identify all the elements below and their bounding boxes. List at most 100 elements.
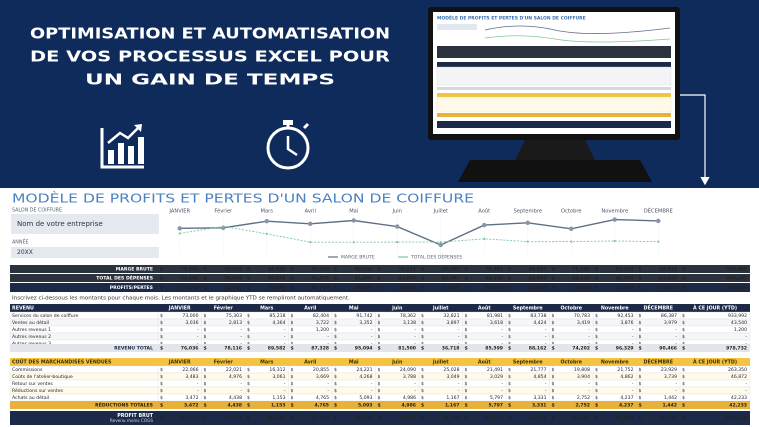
- currency-sign: $: [160, 367, 163, 373]
- cell-value: (6,508): [441, 285, 460, 291]
- total-row: [10, 401, 750, 409]
- currency-sign: $: [204, 327, 207, 333]
- cell-value: 41,805: [355, 276, 373, 282]
- currency-sign: $: [465, 346, 468, 352]
- currency-sign: $: [291, 285, 294, 291]
- row-label: Coûts de l'atelier-boutique: [12, 373, 73, 380]
- currency-sign: $: [595, 327, 598, 333]
- currency-sign: $: [204, 416, 207, 422]
- cell-value: 3,722: [316, 320, 329, 326]
- currency-sign: $: [247, 381, 250, 387]
- monitor-row: [437, 93, 671, 97]
- currency-sign: $: [421, 276, 424, 282]
- cell-value: -: [414, 389, 416, 394]
- currency-sign: $: [421, 403, 424, 409]
- series-marker: [612, 217, 617, 222]
- series-marker: [439, 240, 442, 244]
- currency-sign: $: [639, 367, 642, 373]
- currency-sign: $: [465, 395, 468, 401]
- company-input[interactable]: [11, 214, 159, 234]
- currency-sign: $: [291, 374, 294, 380]
- currency-sign: $: [378, 367, 381, 373]
- cell-value: 82,563: [311, 416, 329, 422]
- chart-month-label: Février: [214, 208, 233, 215]
- currency-sign: $: [334, 346, 337, 352]
- currency-sign: $: [204, 267, 207, 273]
- currency-sign: $: [378, 416, 381, 422]
- currency-sign: $: [508, 374, 511, 380]
- column-header: Juin: [391, 360, 403, 366]
- currency-sign: $: [334, 403, 337, 409]
- currency-sign: $: [247, 276, 250, 282]
- cell-value: 5,797: [488, 403, 503, 409]
- row-label: Retour sur ventes: [12, 381, 53, 387]
- cell-value: 42,993: [529, 276, 547, 282]
- cell-value: -: [632, 335, 634, 340]
- currency-sign: $: [465, 327, 468, 333]
- cell-value: 4,424: [533, 320, 546, 326]
- total-label: MARGE BRUTE: [116, 267, 153, 273]
- cell-value: 74,202: [572, 346, 590, 352]
- cell-value: 90,001: [355, 416, 373, 422]
- currency-sign: $: [204, 388, 207, 394]
- currency-sign: $: [291, 346, 294, 352]
- monitor-row: [437, 46, 671, 58]
- column-header: Août: [478, 359, 491, 366]
- monitor-row: [437, 113, 671, 117]
- cell-value: 22,021: [226, 367, 242, 373]
- banner-title-line: UN GAIN DE TEMPS: [85, 71, 335, 89]
- currency-sign: $: [291, 403, 294, 409]
- currency-sign: $: [204, 367, 207, 373]
- cell-value: 60,375: [268, 276, 286, 282]
- currency-sign: $: [682, 334, 685, 340]
- cell-value: 72,564: [181, 267, 199, 273]
- currency-sign: $: [160, 416, 163, 422]
- monitor-row: [437, 87, 671, 90]
- monitor-stand: [458, 160, 652, 182]
- currency-sign: $: [378, 313, 381, 319]
- company-name: Nom de votre entreprise: [17, 220, 103, 228]
- cell-value: 2,752: [577, 395, 590, 401]
- column-header: Octobre: [560, 306, 582, 312]
- currency-sign: $: [378, 334, 381, 340]
- currency-sign: $: [291, 276, 294, 282]
- cell-value: -: [240, 382, 242, 387]
- currency-sign: $: [421, 267, 424, 273]
- cell-value: 88,162: [529, 346, 547, 352]
- monitor-row: [436, 66, 672, 86]
- monitor-row: [437, 121, 671, 128]
- cell-value: -: [197, 382, 199, 387]
- cell-value: 5,093: [359, 395, 372, 401]
- cell-value: 84,831: [529, 416, 547, 422]
- chart-month-label: Juin: [391, 209, 402, 215]
- cell-value: 72,564: [181, 416, 199, 422]
- currency-sign: $: [378, 395, 381, 401]
- currency-sign: $: [247, 320, 250, 326]
- cell-value: 91,742: [356, 313, 372, 319]
- cell-value: 41,838: [529, 285, 547, 291]
- currency-sign: $: [639, 285, 642, 291]
- row-label: Achats au détail: [12, 394, 49, 401]
- year-input[interactable]: [11, 247, 159, 258]
- currency-sign: $: [508, 313, 511, 319]
- cell-value: 83,738: [530, 313, 546, 319]
- column-header: Juin: [391, 306, 403, 312]
- column-header: Mai: [349, 306, 359, 312]
- cell-value: 84,831: [529, 267, 547, 273]
- cell-value: 3,036: [185, 320, 198, 326]
- cell-value: 3,472: [185, 395, 198, 401]
- series-marker: [352, 241, 355, 244]
- cell-value: -: [371, 389, 373, 394]
- table-header: [10, 358, 750, 366]
- chart-icon: [100, 124, 144, 169]
- column-header: À CE JOUR (YTD): [693, 359, 737, 366]
- currency-sign: $: [204, 374, 207, 380]
- cell-value: 95,094: [355, 346, 373, 352]
- column-header: Août: [478, 305, 491, 312]
- cell-value: 3,061: [272, 374, 285, 380]
- cell-value: -: [284, 382, 286, 387]
- arrow: [680, 94, 710, 186]
- cell-value: -: [327, 389, 329, 394]
- cell-value: -: [240, 335, 242, 340]
